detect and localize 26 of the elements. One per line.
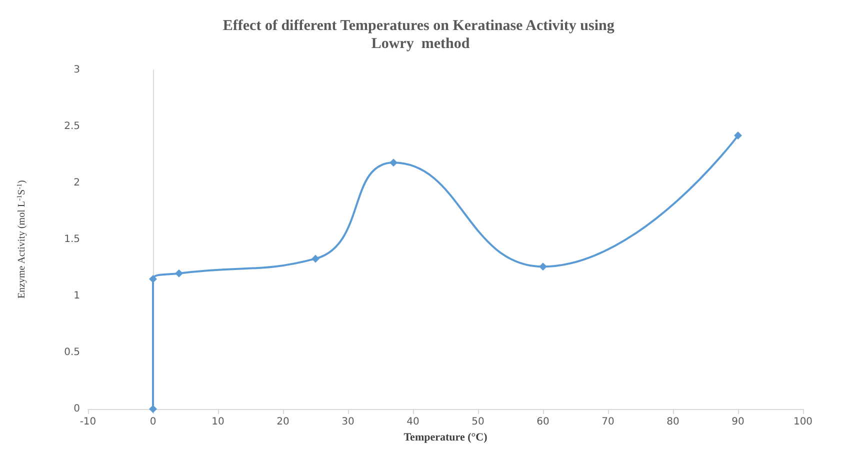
y-tick-label: 1.5 <box>64 234 80 245</box>
point <box>312 254 320 263</box>
y-tick-label: 2.5 <box>64 121 80 132</box>
y-tick-label: 2 <box>74 178 80 188</box>
x-tick-label: -10 <box>80 416 96 428</box>
x-tick-label: 20 <box>276 416 290 428</box>
x-tick-label: 70 <box>602 416 614 428</box>
y-tick-label: 0.5 <box>64 347 80 358</box>
y-tick-label: 0 <box>74 404 80 414</box>
x-tick-label: 100 <box>793 416 813 428</box>
x-tick-label: 90 <box>732 416 744 428</box>
x-tick-label: 10 <box>212 416 224 428</box>
chart-title: Effect of different Temperatures on Keratinase Activity using Lowry method <box>222 18 618 52</box>
x-tick-label: 0 <box>150 416 156 428</box>
x-tick-label: 80 <box>666 416 680 428</box>
x-axis-title: Temperature (°C) <box>404 431 488 444</box>
x-tick-label: 50 <box>472 416 484 428</box>
point <box>390 158 398 167</box>
x-tick-label: 40 <box>406 416 420 428</box>
point <box>175 269 183 278</box>
point <box>734 132 742 140</box>
point <box>539 262 547 271</box>
x-tick-label: 60 <box>536 416 550 428</box>
y-tick-label: 3 <box>74 64 80 76</box>
x-tick-label: 30 <box>342 416 354 428</box>
y-tick-label: 1 <box>74 290 80 302</box>
